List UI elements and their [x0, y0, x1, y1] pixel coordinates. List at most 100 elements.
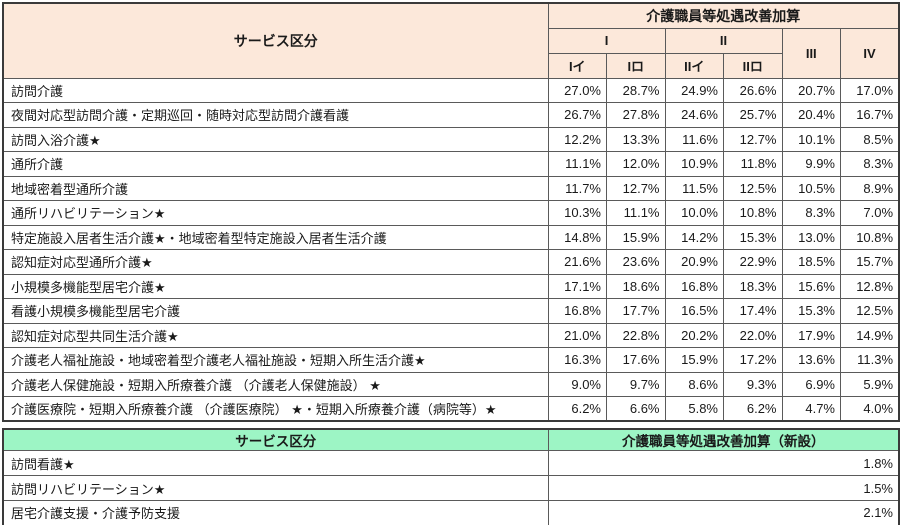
rate-cell-3: 9.9%	[781, 151, 841, 177]
rate-cell-1a: 16.8%	[547, 298, 607, 324]
table-row: 通所介護 11.1% 12.0% 10.9% 11.8% 9.9% 8.3%	[2, 151, 900, 177]
table2-body: 訪問看護★ 1.8% 訪問リハビリテーション★ 1.5% 居宅介護支援・介護予防…	[2, 450, 900, 525]
tier-2-header: II	[664, 27, 783, 54]
rate-cell-3: 20.4%	[781, 102, 841, 128]
rate-cell-2a: 20.2%	[664, 322, 724, 348]
rate-cell-2b: 25.7%	[723, 102, 783, 128]
rate-cell-2b: 11.8%	[723, 151, 783, 177]
rate-cell-3: 6.9%	[781, 371, 841, 397]
service-name-cell: 特定施設入居者生活介護★・地域密着型特定施設入居者生活介護	[2, 224, 549, 250]
service-name-cell: 介護老人福祉施設・地域密着型介護老人福祉施設・短期入所生活介護★	[2, 347, 549, 373]
rate-cell-1a: 10.3%	[547, 200, 607, 226]
rate-cell-3: 15.3%	[781, 298, 841, 324]
service-name-cell: 居宅介護支援・介護予防支援	[2, 500, 549, 525]
service-category-header-2: サービス区分	[2, 428, 549, 451]
rate-cell-1b: 13.3%	[606, 126, 666, 152]
rate-cell-1b: 12.0%	[606, 151, 666, 177]
table-row: 特定施設入居者生活介護★・地域密着型特定施設入居者生活介護 14.8% 15.9…	[2, 224, 900, 250]
rate-cell-1a: 21.6%	[547, 249, 607, 275]
treatment-improvement-addition-table: サービス区分 介護職員等処遇改善加算 I II III IV Iイ Iロ IIイ…	[2, 2, 900, 422]
table1-header: サービス区分 介護職員等処遇改善加算 I II III IV Iイ Iロ IIイ…	[2, 2, 900, 79]
rate-cell-1b: 17.7%	[606, 298, 666, 324]
rate-cell-1a: 14.8%	[547, 224, 607, 250]
service-name-cell: 介護老人保健施設・短期入所療養介護 （介護老人保健施設） ★	[2, 371, 549, 397]
rate-cell-2a: 24.6%	[664, 102, 724, 128]
rate-cell-4: 4.0%	[840, 396, 900, 422]
table2-header: サービス区分 介護職員等処遇改善加算（新設）	[2, 428, 900, 451]
rate-cell-1b: 22.8%	[606, 322, 666, 348]
rate-cell-1b: 15.9%	[606, 224, 666, 250]
rate-cell-3: 10.5%	[781, 175, 841, 201]
table-row: 訪問入浴介護★ 12.2% 13.3% 11.6% 12.7% 10.1% 8.…	[2, 126, 900, 152]
table-row: 介護老人福祉施設・地域密着型介護老人福祉施設・短期入所生活介護★ 16.3% 1…	[2, 347, 900, 373]
rate-cell-2a: 20.9%	[664, 249, 724, 275]
tier-3-header: III	[781, 27, 841, 79]
tier-1-header: I	[547, 27, 666, 54]
rate-cell-2a: 24.9%	[664, 77, 724, 103]
rate-cell-3: 13.6%	[781, 347, 841, 373]
rate-cell-1b: 6.6%	[606, 396, 666, 422]
service-name-cell: 訪問介護	[2, 77, 549, 103]
rate-cell-1a: 11.1%	[547, 151, 607, 177]
rate-cell-1b: 9.7%	[606, 371, 666, 397]
rate-cell-2b: 12.5%	[723, 175, 783, 201]
rate-cell-4: 12.8%	[840, 273, 900, 299]
rate-cell: 1.8%	[547, 450, 900, 476]
rate-cell-3: 20.7%	[781, 77, 841, 103]
rate-cell-2b: 15.3%	[723, 224, 783, 250]
rate-cell-1a: 11.7%	[547, 175, 607, 201]
service-category-header: サービス区分	[2, 2, 549, 79]
rate-cell-4: 5.9%	[840, 371, 900, 397]
rate-cell-3: 4.7%	[781, 396, 841, 422]
table-row: 訪問看護★ 1.8%	[2, 450, 900, 476]
table-row: 居宅介護支援・介護予防支援 2.1%	[2, 500, 900, 525]
rate-cell-4: 10.8%	[840, 224, 900, 250]
rate-cell-2b: 22.0%	[723, 322, 783, 348]
rate-cell-2b: 6.2%	[723, 396, 783, 422]
table-row: 認知症対応型通所介護★ 21.6% 23.6% 20.9% 22.9% 18.5…	[2, 249, 900, 275]
rate-cell-2a: 11.5%	[664, 175, 724, 201]
service-name-cell: 訪問入浴介護★	[2, 126, 549, 152]
rate-cell: 1.5%	[547, 475, 900, 501]
rate-cell-2a: 5.8%	[664, 396, 724, 422]
subtier-1b-header: Iロ	[606, 52, 666, 79]
rate-cell-2b: 26.6%	[723, 77, 783, 103]
table-row: 小規模多機能型居宅介護★ 17.1% 18.6% 16.8% 18.3% 15.…	[2, 273, 900, 299]
rate-cell-1a: 27.0%	[547, 77, 607, 103]
rate-cell-1a: 9.0%	[547, 371, 607, 397]
rate-cell-2b: 12.7%	[723, 126, 783, 152]
new-addition-header: 介護職員等処遇改善加算（新設）	[547, 428, 900, 451]
rate-cell-2b: 22.9%	[723, 249, 783, 275]
rate-cell-2a: 16.8%	[664, 273, 724, 299]
table-row: 地域密着型通所介護 11.7% 12.7% 11.5% 12.5% 10.5% …	[2, 175, 900, 201]
rate-cell-3: 8.3%	[781, 200, 841, 226]
service-name-cell: 訪問リハビリテーション★	[2, 475, 549, 501]
table-row: 訪問介護 27.0% 28.7% 24.9% 26.6% 20.7% 17.0%	[2, 77, 900, 103]
service-name-cell: 看護小規模多機能型居宅介護	[2, 298, 549, 324]
table1-body: 訪問介護 27.0% 28.7% 24.9% 26.6% 20.7% 17.0%…	[2, 77, 900, 422]
new-addition-table: サービス区分 介護職員等処遇改善加算（新設） 訪問看護★ 1.8% 訪問リハビリ…	[2, 428, 900, 525]
rate-cell-1a: 12.2%	[547, 126, 607, 152]
rate-cell-3: 15.6%	[781, 273, 841, 299]
table-row: 通所リハビリテーション★ 10.3% 11.1% 10.0% 10.8% 8.3…	[2, 200, 900, 226]
rate-cell-4: 15.7%	[840, 249, 900, 275]
service-name-cell: 介護医療院・短期入所療養介護 （介護医療院） ★・短期入所療養介護（病院等）★	[2, 396, 549, 422]
rate-cell-1b: 28.7%	[606, 77, 666, 103]
service-name-cell: 地域密着型通所介護	[2, 175, 549, 201]
rate-cell-2a: 14.2%	[664, 224, 724, 250]
rate-cell-2b: 9.3%	[723, 371, 783, 397]
rate-cell-2a: 8.6%	[664, 371, 724, 397]
rate-cell-1a: 6.2%	[547, 396, 607, 422]
rate-cell-1b: 12.7%	[606, 175, 666, 201]
rate-cell-4: 8.5%	[840, 126, 900, 152]
rate-cell-1b: 27.8%	[606, 102, 666, 128]
rate-cell-3: 10.1%	[781, 126, 841, 152]
rate-cell-1a: 16.3%	[547, 347, 607, 373]
table-row: 看護小規模多機能型居宅介護 16.8% 17.7% 16.5% 17.4% 15…	[2, 298, 900, 324]
rate-cell-4: 17.0%	[840, 77, 900, 103]
rate-cell-3: 13.0%	[781, 224, 841, 250]
rate-cell-1a: 21.0%	[547, 322, 607, 348]
service-name-cell: 通所介護	[2, 151, 549, 177]
service-name-cell: 通所リハビリテーション★	[2, 200, 549, 226]
